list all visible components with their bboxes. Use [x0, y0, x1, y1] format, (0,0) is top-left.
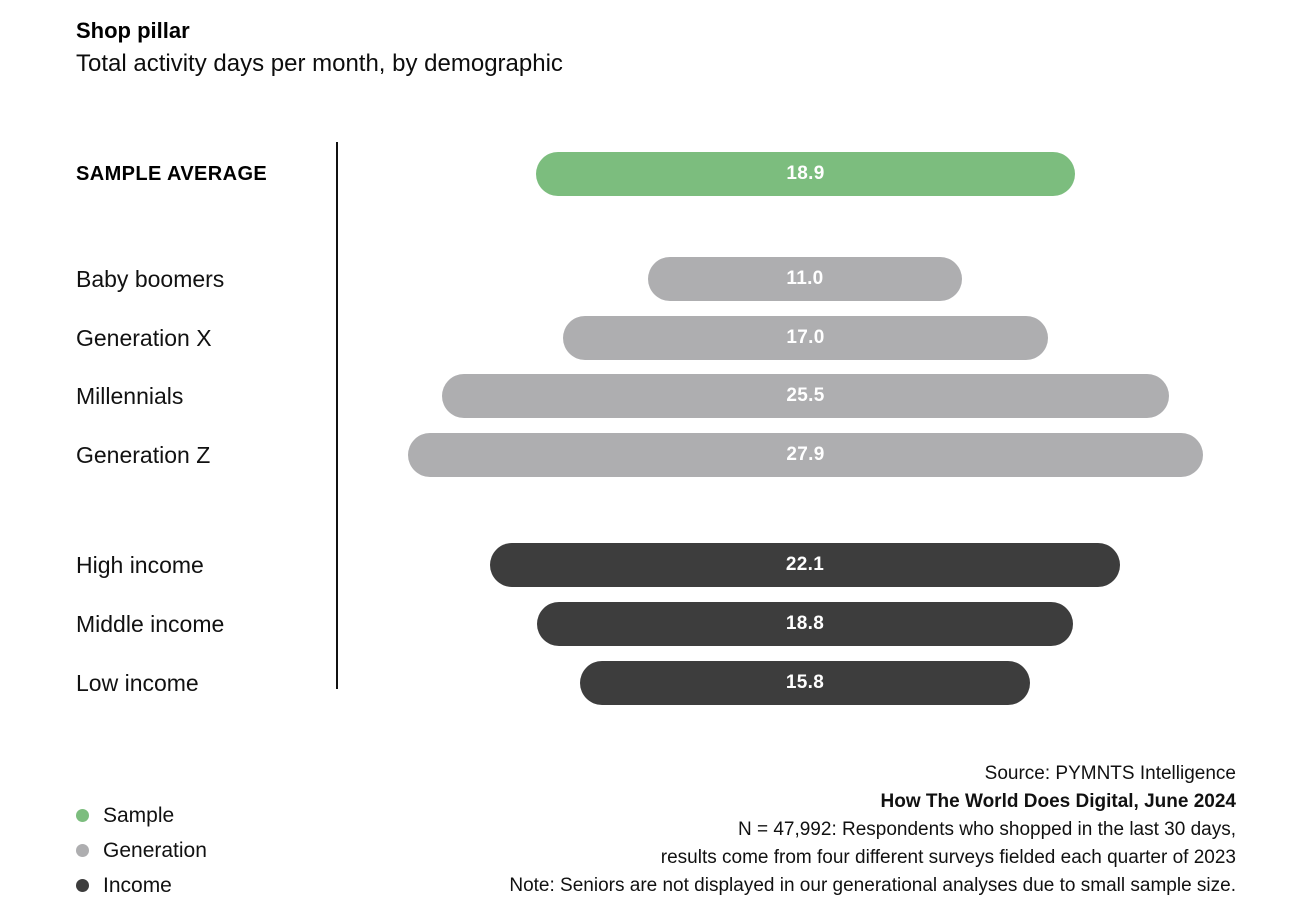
bar-value-low-income: 15.8 — [785, 672, 825, 693]
source-line-3: N = 47,992: Respondents who shopped in t… — [737, 819, 1236, 840]
legend-item-generation: Generation — [76, 833, 207, 868]
source-line-5: Note: Seniors are not displayed in our g… — [509, 875, 1236, 896]
legend-label: Sample — [103, 803, 175, 827]
bar-generation-x: 17.0 — [563, 316, 1048, 360]
source-line-4: results come from four different surveys… — [660, 847, 1236, 868]
chart-title: Shop pillar — [76, 18, 190, 43]
row-label-high-income: High income — [76, 552, 204, 578]
legend-label: Income — [103, 873, 172, 897]
bar-baby-boomers: 11.0 — [648, 257, 962, 301]
chart-subtitle: Total activity days per month, by demogr… — [76, 50, 563, 77]
bar-value-generation-x: 17.0 — [786, 327, 825, 348]
legend: Sample Generation Income — [76, 798, 207, 903]
bar-value-generation-z: 27.9 — [786, 444, 825, 465]
bar-millennials: 25.5 — [442, 374, 1169, 418]
row-label-generation-x: Generation X — [76, 325, 212, 351]
bar-value-middle-income: 18.8 — [785, 613, 825, 634]
legend-item-sample: Sample — [76, 798, 207, 833]
row-label-middle-income: Middle income — [76, 611, 225, 637]
legend-dot-icon — [76, 809, 89, 822]
bar-value-millennials: 25.5 — [786, 385, 825, 406]
bar-value-baby-boomers: 11.0 — [786, 268, 824, 289]
row-label-sample-average: SAMPLE AVERAGE — [76, 163, 268, 185]
legend-item-income: Income — [76, 868, 207, 903]
bar-low-income: 15.8 — [580, 661, 1030, 705]
row-label-baby-boomers: Baby boomers — [76, 266, 225, 292]
legend-dot-icon — [76, 879, 89, 892]
legend-label: Generation — [103, 838, 207, 862]
bar-middle-income: 18.8 — [537, 602, 1073, 646]
row-label-generation-z: Generation Z — [76, 442, 211, 468]
bar-high-income: 22.1 — [490, 543, 1120, 587]
axis-line — [336, 142, 338, 689]
source-line-2: How The World Does Digital, June 2024 — [880, 791, 1236, 812]
bar-generation-z: 27.9 — [408, 433, 1203, 477]
source-line-1: Source: PYMNTS Intelligence — [984, 763, 1236, 784]
row-label-low-income: Low income — [76, 670, 199, 696]
source-block: Source: PYMNTS Intelligence How The World… — [509, 760, 1236, 900]
bar-value-sample-average: 18.9 — [786, 163, 825, 184]
bar-sample-average: 18.9 — [536, 152, 1075, 196]
bar-value-high-income: 22.1 — [785, 554, 825, 575]
legend-dot-icon — [76, 844, 89, 857]
row-label-millennials: Millennials — [76, 383, 184, 409]
